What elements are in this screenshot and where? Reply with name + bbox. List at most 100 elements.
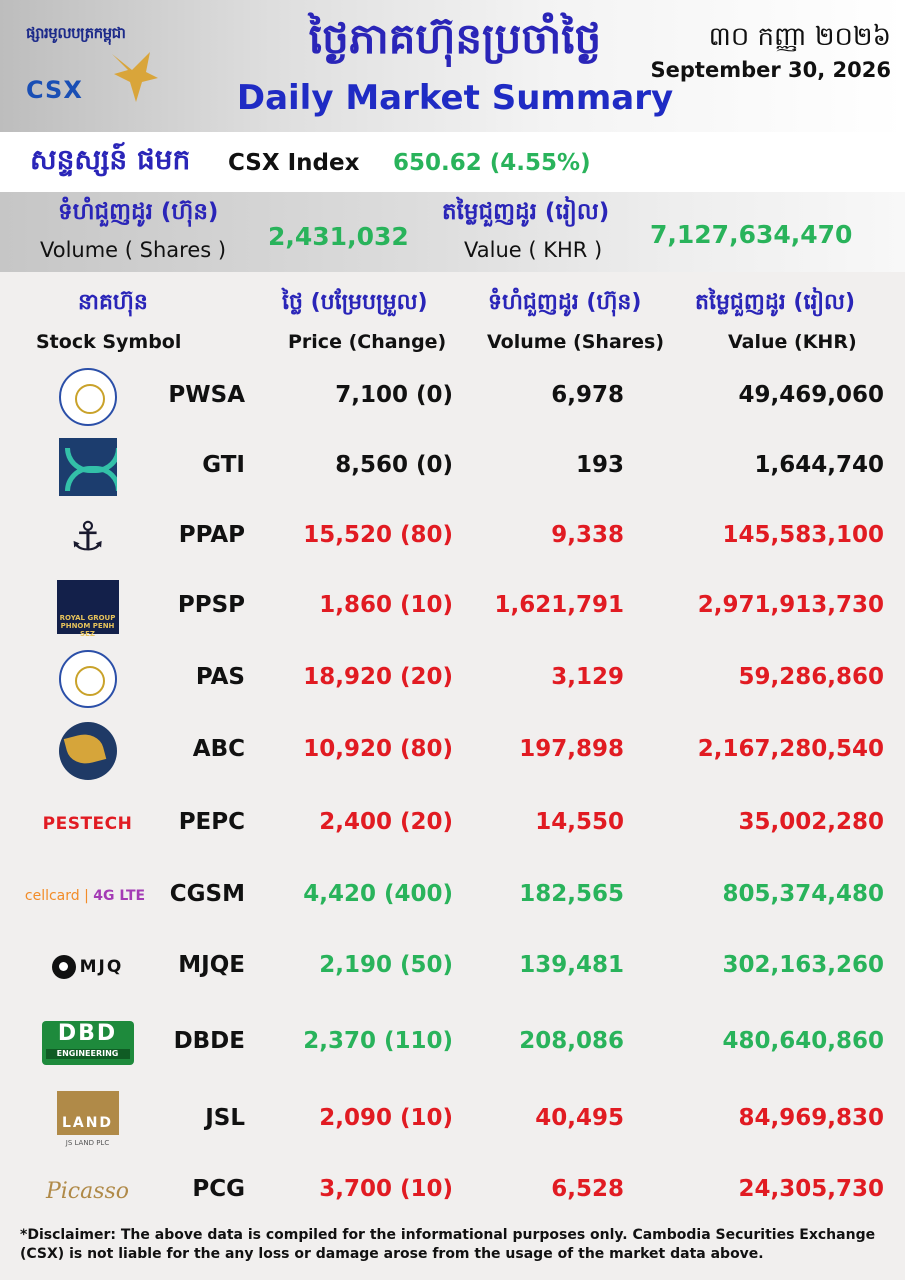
table-row: PAS 18,920 (20) 3,129 59,286,860 [0, 644, 905, 714]
picasso-logo: Picasso [45, 1178, 130, 1204]
abc-bird-icon [58, 722, 117, 780]
stock-price: 2,400 (20) [319, 809, 453, 835]
ppsp-royal-group-icon: ROYAL GROUP PHNOM PENH SEZ [56, 580, 119, 638]
stock-symbol: GTI [202, 452, 245, 478]
js-land-text: LAND [56, 1091, 119, 1135]
pas-seal-icon [58, 650, 117, 708]
title-khmer: ថ្ងៃភាគហ៊ុនប្រចាំថ្ងៃ [308, 14, 602, 63]
cellcard-text: cellcard [24, 888, 80, 904]
stock-symbol: PPAP [178, 522, 245, 548]
stock-value: 35,002,280 [738, 809, 884, 835]
stock-volume: 208,086 [519, 1028, 624, 1054]
pwsa-seal-icon [58, 368, 117, 426]
stock-price: 1,860 (10) [319, 592, 453, 618]
title-english: Daily Market Summary [236, 78, 674, 118]
stock-price: 2,090 (10) [319, 1105, 453, 1131]
stock-value: 1,644,740 [754, 452, 885, 478]
stock-value: 2,167,280,540 [697, 736, 884, 762]
date-english: September 30, 2026 [650, 58, 891, 82]
dbd-sub-text: ENGINEERING [45, 1049, 130, 1059]
stock-symbol: PWSA [168, 382, 245, 408]
col-value: Value (KHR) [728, 331, 857, 353]
col-symbol-khmer: នាគហ៊ុន [78, 290, 148, 315]
pestech-logo: PESTECH [42, 814, 133, 834]
mjq-text: MJQ [79, 957, 124, 977]
value-total: 7,127,634,470 [650, 220, 853, 249]
stock-volume: 139,481 [519, 952, 624, 978]
stock-volume: 9,338 [551, 522, 624, 548]
stock-value: 805,374,480 [722, 881, 884, 907]
stock-volume: 1,621,791 [494, 592, 625, 618]
logo-khmer-text: ផ្សារមូលបត្រកម្ពុជា [26, 24, 126, 42]
table-row: cellcard | 4G LTE CGSM 4,420 (400) 182,5… [0, 861, 905, 931]
col-price-khmer: ថ្លៃ (បម្រែបម្រួល) [282, 290, 428, 315]
dbd-logo: DBD ENGINEERING [41, 1021, 134, 1065]
stock-value: 59,286,860 [738, 664, 884, 690]
summary-band: ទំហំជួញដូរ (ហ៊ុន) Volume ( Shares ) 2,43… [0, 192, 905, 272]
stock-symbol: ABC [192, 736, 245, 762]
stock-volume: 3,129 [551, 664, 624, 690]
dbd-text: DBD [57, 1021, 118, 1046]
csx-logo: ផ្សារមូលបត្រកម្ពុជា CSX [18, 18, 188, 118]
stock-volume: 193 [575, 452, 624, 478]
stock-volume: 14,550 [535, 809, 624, 835]
stock-symbol: PEPC [178, 809, 245, 835]
mjq-ball-icon [51, 955, 76, 979]
gti-logo-icon [58, 438, 117, 496]
table-row: PWSA 7,100 (0) 6,978 49,469,060 [0, 362, 905, 432]
table-row: GTI 8,560 (0) 193 1,644,740 [0, 432, 905, 502]
stock-price: 3,700 (10) [319, 1176, 453, 1202]
header: ផ្សារមូលបត្រកម្ពុជា CSX ថ្ងៃភាគហ៊ុនប្រចា… [0, 0, 905, 132]
stock-price: 2,190 (50) [319, 952, 453, 978]
index-value: 650.62 (4.55%) [393, 150, 591, 176]
col-price: Price (Change) [288, 331, 447, 353]
js-land-logo: LAND JS LAND PLC [51, 1091, 125, 1149]
cellcard-logo: cellcard | 4G LTE [24, 888, 146, 904]
stock-volume: 6,978 [551, 382, 624, 408]
table-row: DBD ENGINEERING DBDE 2,370 (110) 208,086 … [0, 1008, 905, 1078]
stock-price: 10,920 (80) [303, 736, 453, 762]
volume-total: 2,431,032 [268, 222, 409, 251]
col-symbol: Stock Symbol [36, 331, 182, 353]
col-value-khmer: តម្លៃជួញដូរ (រៀល) [695, 290, 856, 315]
table-row: LAND JS LAND PLC JSL 2,090 (10) 40,495 84… [0, 1085, 905, 1155]
ppap-anchor-icon: ⚓ [69, 514, 106, 560]
stock-symbol: PAS [195, 664, 245, 690]
stock-symbol: DBDE [173, 1028, 245, 1054]
table-row: ROYAL GROUP PHNOM PENH SEZ PPSP 1,860 (1… [0, 572, 905, 642]
stock-symbol: PPSP [177, 592, 245, 618]
col-volume: Volume (Shares) [487, 331, 665, 353]
stock-volume: 6,528 [551, 1176, 624, 1202]
index-label: CSX Index [228, 150, 360, 176]
stock-price: 7,100 (0) [335, 382, 453, 408]
stock-value: 145,583,100 [722, 522, 884, 548]
stock-value: 2,971,913,730 [697, 592, 884, 618]
stock-symbol: CGSM [169, 881, 245, 907]
stock-symbol: JSL [205, 1105, 245, 1131]
stock-symbol: MJQE [178, 952, 245, 978]
value-label-khmer: តម្លៃជួញដូរ (រៀល) [442, 199, 610, 225]
index-label-khmer: សន្ទស្សន៍ ផមក [30, 143, 191, 176]
mjq-logo: MJQ [51, 955, 124, 979]
date-khmer: ៣០ កញ្ញា ២០២៦ [708, 22, 891, 52]
stock-price: 8,560 (0) [335, 452, 453, 478]
disclaimer: *Disclaimer: The above data is compiled … [20, 1227, 876, 1262]
table-row: ABC 10,920 (80) 197,898 2,167,280,540 [0, 716, 905, 786]
stock-price: 15,520 (80) [303, 522, 453, 548]
stock-price: 4,420 (400) [303, 881, 453, 907]
table-row: MJQ MJQE 2,190 (50) 139,481 302,163,260 [0, 932, 905, 1002]
value-label: Value ( KHR ) [464, 238, 603, 262]
table-row: Picasso PCG 3,700 (10) 6,528 24,305,730 [0, 1156, 905, 1226]
stock-price: 18,920 (20) [303, 664, 453, 690]
stock-value: 480,640,860 [722, 1028, 884, 1054]
volume-label-khmer: ទំហំជួញដូរ (ហ៊ុន) [58, 199, 219, 225]
volume-label: Volume ( Shares ) [40, 238, 227, 262]
cellcard-4g-text: 4G LTE [93, 888, 146, 904]
stock-value: 84,969,830 [738, 1105, 884, 1131]
stock-symbol: PCG [192, 1176, 245, 1202]
golden-bird-icon [112, 52, 158, 102]
stock-price: 2,370 (110) [303, 1028, 453, 1054]
js-land-sub-text: JS LAND PLC [65, 1139, 110, 1147]
index-row: សន្ទស្សន៍ ផមក CSX Index 650.62 (4.55%) [0, 132, 905, 192]
stock-value: 302,163,260 [722, 952, 884, 978]
